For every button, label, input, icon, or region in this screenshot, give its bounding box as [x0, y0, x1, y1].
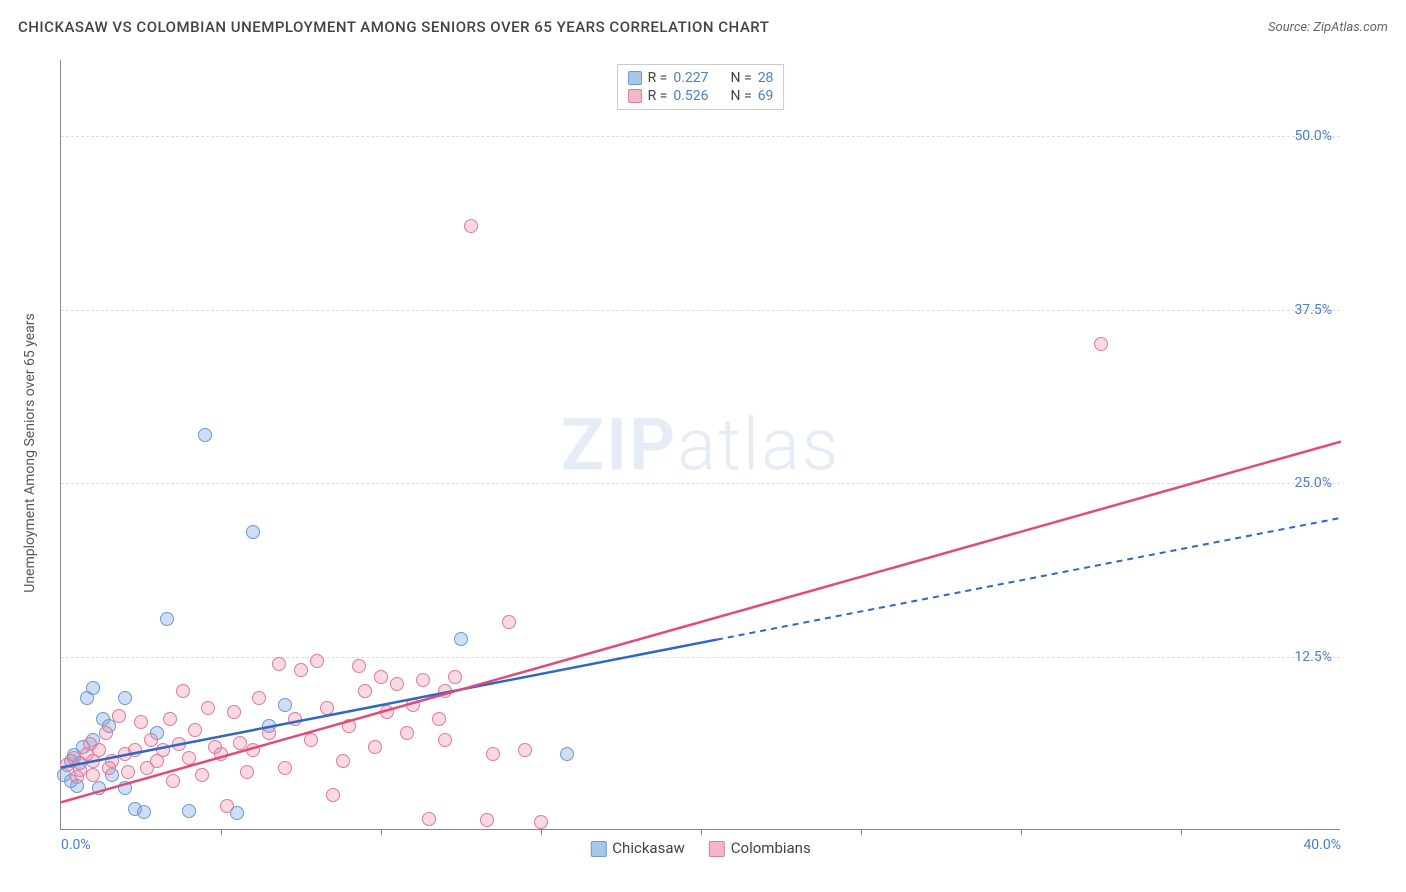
scatter-plot: ZIPatlas R =0.227N =28R =0.526N =69 Chic…	[60, 60, 1340, 830]
legend-r-value: 0.227	[673, 70, 708, 86]
chart-header: CHICKASAW VS COLOMBIAN UNEMPLOYMENT AMON…	[18, 18, 1388, 36]
legend-swatch	[628, 89, 642, 103]
legend-r-label: R =	[648, 88, 668, 104]
regression-line	[61, 442, 1341, 803]
legend-item: Colombians	[709, 839, 811, 857]
legend-r-label: R =	[648, 70, 668, 86]
source-credit: Source: ZipAtlas.com	[1268, 20, 1388, 35]
legend-n-value: 28	[758, 70, 774, 86]
legend-n-value: 69	[758, 88, 774, 104]
legend-swatch	[590, 841, 606, 857]
legend-label: Chickasaw	[612, 839, 684, 857]
x-tick-label: 40.0%	[1303, 837, 1341, 853]
legend-row: R = 0.526 N = 69	[628, 87, 774, 105]
legend-n-label: N =	[731, 70, 752, 86]
legend-item: Chickasaw	[590, 839, 684, 857]
chart-area: Unemployment Among Seniors over 65 years…	[50, 60, 1350, 830]
legend-swatch	[628, 71, 642, 85]
legend-n-label: N =	[731, 88, 752, 104]
regression-line-extrapolated	[717, 518, 1341, 640]
regression-line	[61, 640, 717, 768]
series-legend: Chickasaw Colombians	[590, 839, 810, 857]
chart-title: CHICKASAW VS COLOMBIAN UNEMPLOYMENT AMON…	[18, 18, 769, 36]
legend-label: Colombians	[731, 839, 811, 857]
regression-overlay	[61, 60, 1341, 830]
y-axis-label: Unemployment Among Seniors over 65 years	[22, 313, 38, 593]
legend-swatch	[709, 841, 725, 857]
x-tick-label: 0.0%	[61, 837, 91, 853]
correlation-legend: R = 0.227 N = 28 R = 0.526 N = 69	[617, 64, 785, 110]
legend-r-value: 0.526	[673, 88, 708, 104]
legend-row: R = 0.227 N = 28	[628, 69, 774, 87]
